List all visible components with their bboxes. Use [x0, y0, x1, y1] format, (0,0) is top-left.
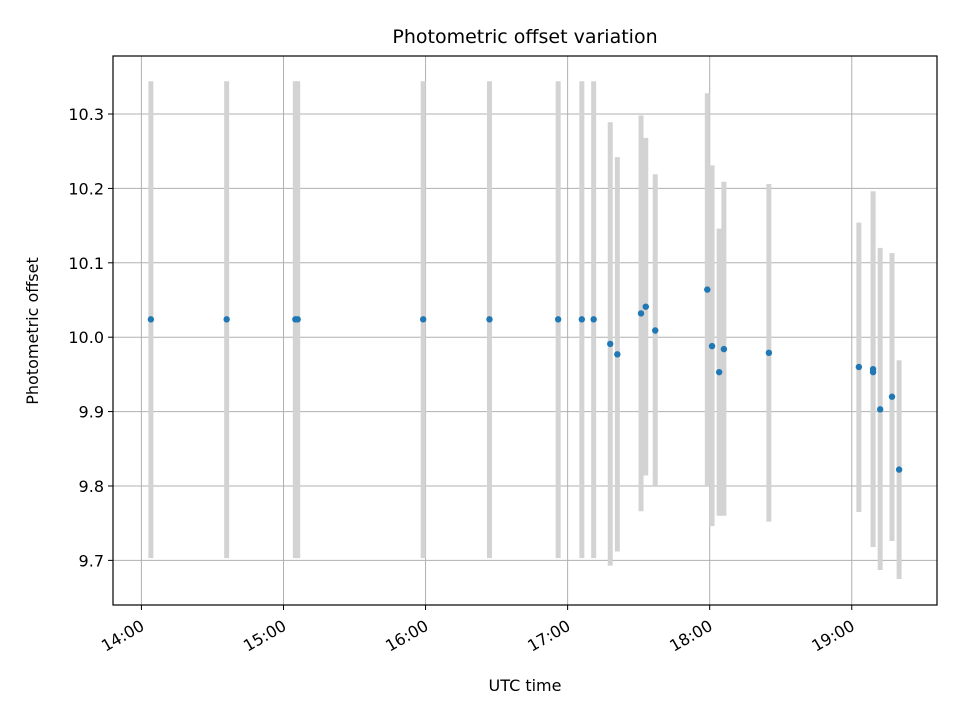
- chart-title: Photometric offset variation: [392, 26, 657, 48]
- data-point: [876, 406, 884, 413]
- data-points: [147, 286, 903, 473]
- data-point: [720, 345, 728, 353]
- data-point: [704, 286, 711, 293]
- data-point: [715, 368, 723, 376]
- y-tick-label: 10.0: [68, 328, 104, 347]
- data-point: [869, 365, 877, 373]
- data-point: [419, 316, 427, 323]
- data-point: [486, 316, 493, 323]
- data-point: [637, 310, 645, 317]
- data-point: [578, 316, 586, 323]
- data-point: [895, 466, 903, 473]
- data-point: [554, 316, 562, 323]
- x-axis-label: UTC time: [489, 676, 562, 695]
- y-axis-ticks: 9.7 9.8 9.9 10.0 10.1 10.2 10.3: [68, 105, 113, 570]
- data-point: [708, 342, 716, 350]
- y-tick-label: 10.1: [68, 254, 104, 273]
- data-point: [223, 316, 230, 323]
- data-point: [642, 303, 649, 310]
- data-point: [147, 316, 155, 323]
- y-axis-label: Photometric offset: [23, 257, 42, 405]
- y-tick-label: 10.2: [68, 179, 104, 198]
- data-point: [765, 349, 773, 357]
- data-point: [652, 327, 659, 334]
- y-tick-label: 9.7: [79, 551, 104, 570]
- data-point: [614, 351, 621, 358]
- data-point: [294, 316, 301, 323]
- y-tick-label: 10.3: [68, 105, 104, 124]
- data-point: [590, 316, 597, 323]
- data-point: [855, 363, 863, 371]
- data-point: [888, 393, 896, 400]
- y-tick-label: 9.8: [79, 477, 104, 496]
- data-point: [607, 340, 614, 348]
- plot-frame: [112, 55, 938, 606]
- y-tick-label: 9.9: [79, 403, 104, 422]
